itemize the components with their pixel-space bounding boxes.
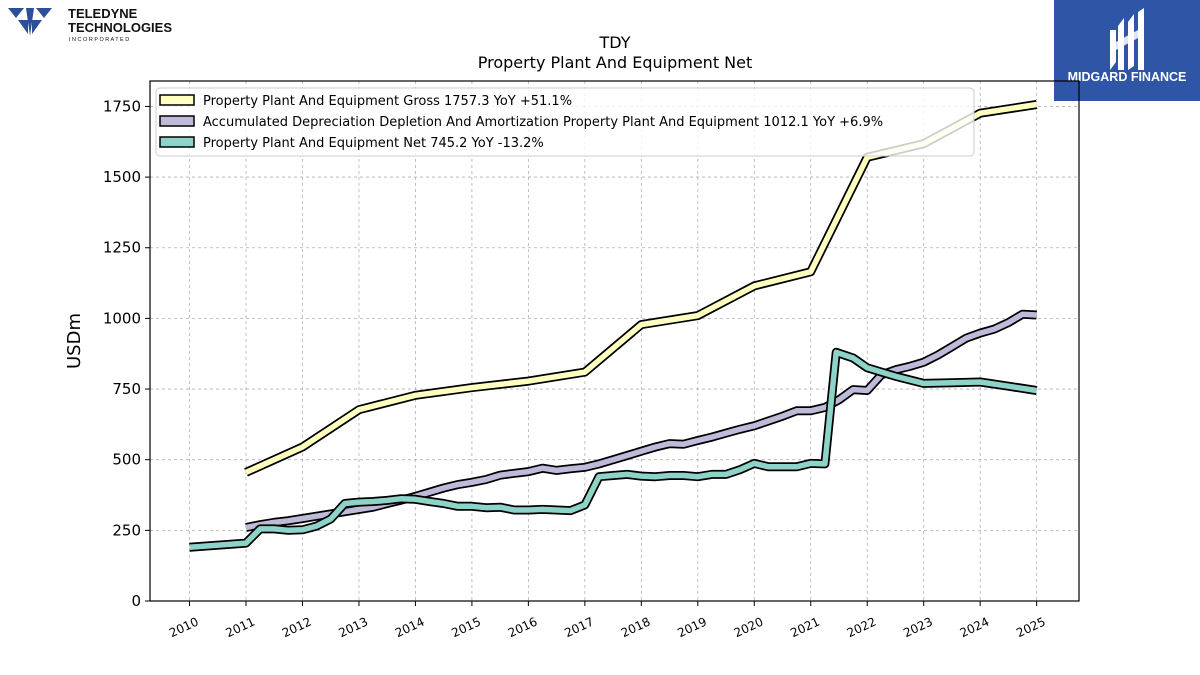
x-tick-label: 2020 [732,615,766,641]
chart-subtitle: Property Plant And Equipment Net [478,53,753,72]
x-tick-label: 2010 [167,615,201,641]
x-tick-label: 2018 [619,615,653,641]
y-tick-label: 1000 [103,309,141,327]
logo-line2: TECHNOLOGIES [68,20,172,35]
y-tick-label: 750 [112,380,141,398]
x-tick-label: 2015 [449,615,483,641]
series-line-2 [245,311,1037,531]
legend-swatch-2 [159,115,195,127]
teledyne-emblem-icon [8,8,52,36]
x-tick-label: 2016 [506,615,540,641]
x-tick-label: 2021 [788,615,822,641]
x-tick-label: 2017 [562,615,596,641]
series-line-3 [189,349,1038,551]
x-tick-label: 2011 [224,615,258,641]
x-tick-label: 2024 [958,615,992,641]
x-tick-label: 2025 [1014,615,1048,641]
midgard-finance-badge: MIDGARD FINANCE [1054,0,1200,101]
y-axis-label: USDm [64,313,85,369]
midgard-logo-icon [1110,8,1144,70]
y-tick-label: 1750 [103,97,141,115]
x-tick-label: 2012 [280,615,314,641]
legend-box [155,87,975,157]
legend-label-3: Property Plant And Equipment Net 745.2 Y… [203,136,544,151]
logo-line3: I N C O R P O R A T E D [69,37,129,43]
legend-swatch-3 [159,136,195,148]
plot-frame [149,80,1080,602]
legend-label-1: Property Plant And Equipment Gross 1757.… [203,94,572,109]
y-tick-label: 1250 [103,239,141,257]
logo-line1: TELEDYNE [68,6,138,21]
x-tick-label: 2013 [336,615,370,641]
legend-swatch-1 [159,94,195,106]
legend: Property Plant And Equipment Gross 1757.… [155,87,975,157]
x-tick-label: 2023 [901,615,935,641]
y-tick-label: 500 [112,451,141,469]
y-tick-label: 0 [131,592,141,610]
x-tick-label: 2014 [393,615,427,641]
x-tick-label: 2022 [845,615,879,641]
y-tick-label: 250 [112,521,141,539]
series-layer [189,100,1038,552]
legend-label-2: Accumulated Depreciation Depletion And A… [203,115,883,130]
company-logo: TELEDYNE TECHNOLOGIES I N C O R P O R A … [8,6,172,43]
y-tick-label: 1500 [103,168,141,186]
brand-name: MIDGARD FINANCE [1068,70,1187,84]
chart-title: TDY [599,33,631,52]
x-tick-label: 2019 [675,615,709,641]
